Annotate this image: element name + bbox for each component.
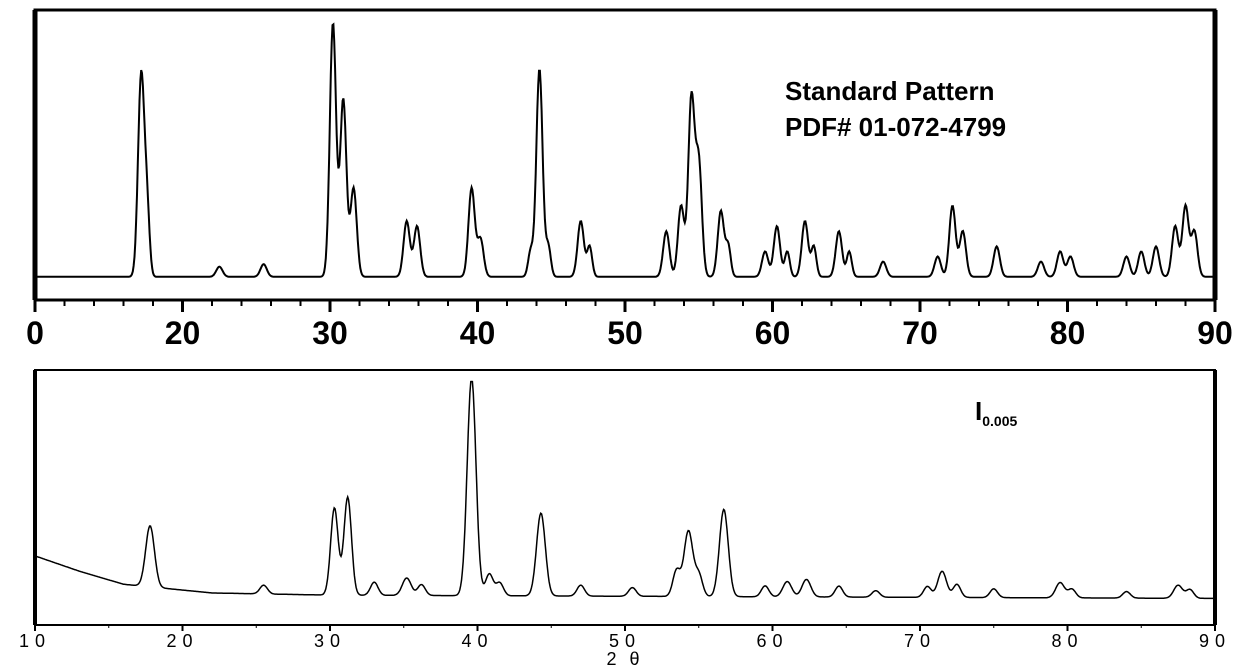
panel-bottom-label: I0.005 bbox=[975, 396, 1017, 429]
panel-top-label-0: Standard Pattern bbox=[785, 76, 995, 106]
xrd-figure: 0 20 30 40 50 60 70 80 90 Standard Pattern PDF# 01… bbox=[0, 0, 1240, 670]
x-tick-label: 40 bbox=[460, 315, 496, 351]
x-tick-label: 90 bbox=[1199, 631, 1231, 651]
x-tick-label: 80 bbox=[1050, 315, 1086, 351]
x-axis-title: 2 θ bbox=[606, 649, 643, 669]
x-tick-label: 50 bbox=[609, 631, 641, 651]
x-tick-label: 80 bbox=[1051, 631, 1083, 651]
x-tick-label: 30 bbox=[312, 315, 348, 351]
x-tick-label: 40 bbox=[461, 631, 493, 651]
x-tick-label: 70 bbox=[902, 315, 938, 351]
x-tick-label: 70 bbox=[904, 631, 936, 651]
x-tick-label: 50 bbox=[607, 315, 643, 351]
x-tick-label: 60 bbox=[756, 631, 788, 651]
x-tick-label: 30 bbox=[314, 631, 346, 651]
panel-top-border bbox=[35, 10, 1215, 300]
x-tick-label: 10 bbox=[19, 631, 51, 651]
panel-bottom-border bbox=[35, 370, 1215, 625]
panel-top-label-1: PDF# 01-072-4799 bbox=[785, 112, 1006, 142]
x-tick-label: 90 bbox=[1197, 315, 1233, 351]
x-tick-label: 20 bbox=[166, 631, 198, 651]
spectrum-top bbox=[35, 24, 1214, 276]
x-tick-label: 60 bbox=[755, 315, 791, 351]
spectrum-bottom bbox=[35, 382, 1214, 599]
x-tick-label: 0 bbox=[26, 315, 44, 351]
x-tick-label: 20 bbox=[165, 315, 201, 351]
